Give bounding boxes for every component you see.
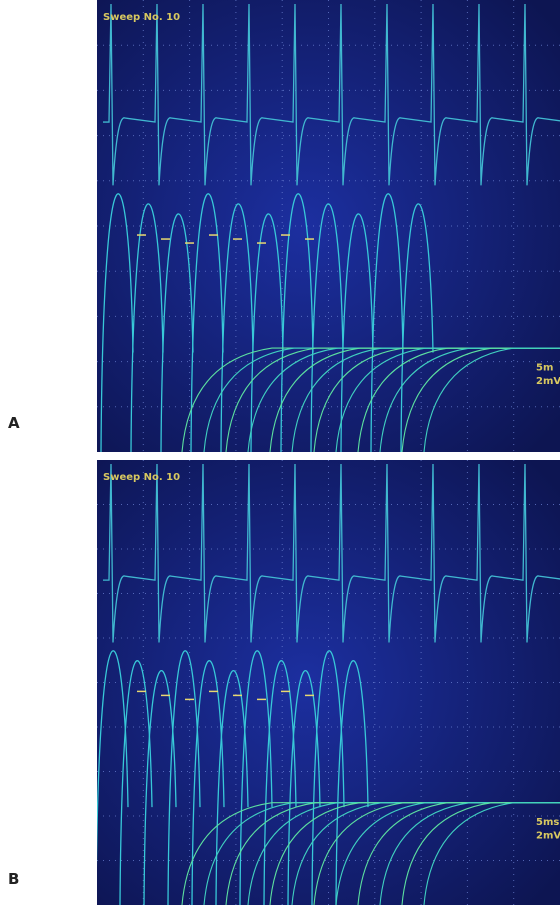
trace <box>313 802 560 905</box>
trace <box>357 802 560 905</box>
trace <box>103 3 560 186</box>
trace <box>401 347 560 452</box>
trace <box>379 802 560 905</box>
trace <box>130 203 164 452</box>
trace <box>370 193 404 452</box>
trace <box>203 347 560 452</box>
trace <box>310 203 344 452</box>
trace <box>313 347 560 452</box>
panel-label: A <box>8 414 20 432</box>
trace <box>269 347 560 452</box>
trace <box>280 193 314 452</box>
trace <box>181 347 560 452</box>
trace <box>400 203 434 452</box>
trace <box>103 463 560 643</box>
trace <box>190 193 224 452</box>
trace <box>160 213 194 452</box>
trace <box>401 802 560 905</box>
screen-text: 2mV <box>536 376 560 387</box>
trace <box>225 802 560 905</box>
trace <box>220 203 254 452</box>
screen-text: 5m <box>536 363 553 374</box>
screen: Sweep No. 10 5ms 2mV <box>97 460 560 905</box>
trace <box>215 670 249 905</box>
trace <box>423 802 560 905</box>
trace <box>250 213 284 452</box>
trace <box>423 347 560 452</box>
trace <box>181 802 560 905</box>
trace <box>340 213 374 452</box>
screen-text: Sweep No. 10 <box>103 12 180 23</box>
trace <box>357 347 560 452</box>
trace <box>143 670 177 905</box>
screen-text: 5ms <box>536 817 559 828</box>
trace <box>335 660 369 905</box>
trace <box>247 802 560 905</box>
trace <box>379 347 560 452</box>
trace <box>225 347 560 452</box>
trace <box>291 802 560 905</box>
trace <box>335 347 560 452</box>
panel-label: B <box>8 870 19 888</box>
screen-text: 2mV <box>536 830 560 841</box>
trace <box>203 802 560 905</box>
trace <box>335 802 560 905</box>
trace <box>291 347 560 452</box>
screen: Sweep No. 10 5m 2mV <box>97 0 560 452</box>
screen-background <box>97 0 560 452</box>
trace <box>269 802 560 905</box>
screen-text: Sweep No. 10 <box>103 472 180 483</box>
trace <box>287 670 321 905</box>
trace <box>100 193 134 452</box>
trace <box>247 347 560 452</box>
